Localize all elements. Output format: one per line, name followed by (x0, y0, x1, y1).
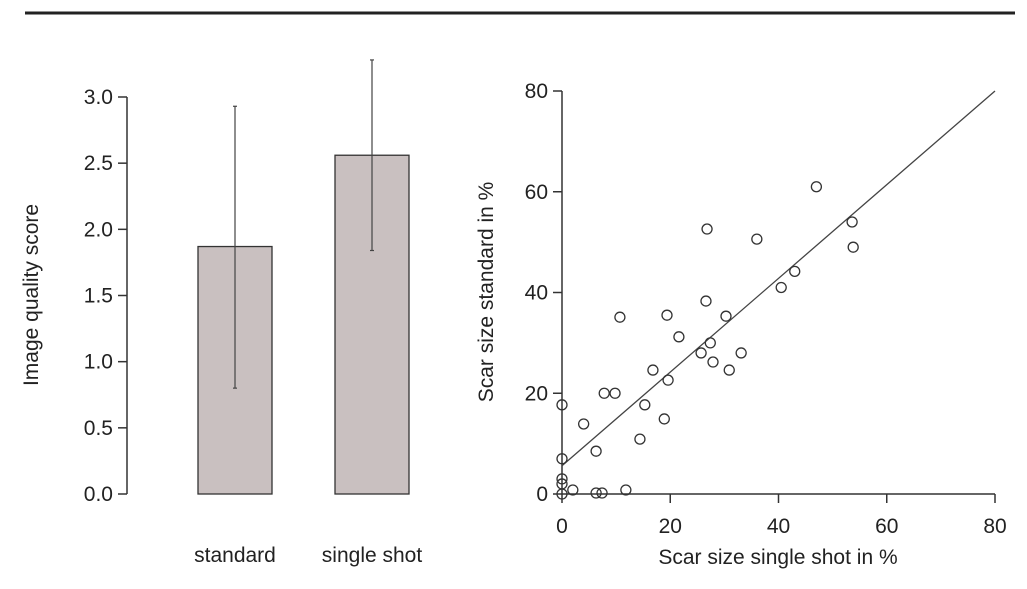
scatter-point (735, 347, 747, 359)
scatter-chart: Scar size single shot in % Scar size sta… (475, 80, 1007, 569)
scatter-point (590, 445, 602, 457)
scatter-point (701, 223, 713, 235)
scatter-y-tick-label: 20 (525, 382, 548, 405)
scatter-point (556, 453, 568, 465)
scatter-point (847, 241, 859, 253)
scatter-x-tick-label: 20 (659, 515, 682, 538)
scatter-y-tick-label: 80 (525, 80, 548, 103)
bar-y-tick-label: 2.5 (84, 152, 113, 175)
scatter-point (661, 309, 673, 321)
scatter-point (720, 310, 732, 322)
scatter-point (658, 413, 670, 425)
scatter-y-tick-label: 40 (525, 282, 548, 305)
scatter-y-tick-label: 60 (525, 181, 548, 204)
scatter-point (810, 181, 823, 193)
scatter-point (751, 233, 763, 245)
scatter-point (704, 337, 716, 349)
scatter-x-tick-label: 60 (875, 515, 898, 538)
scatter-point (639, 399, 651, 411)
bar-y-tick-label: 1.0 (84, 351, 113, 374)
scatter-point (596, 487, 608, 499)
scatter-y-tick-label: 0 (536, 483, 548, 506)
bar-y-tick-label: 3.0 (84, 86, 113, 109)
fit-line (561, 90, 996, 467)
scatter-point (707, 356, 719, 368)
scatter-point (567, 484, 579, 496)
bar-y-tick-label: 0.5 (84, 417, 113, 440)
bar-y-tick-label: 1.5 (84, 285, 113, 308)
scatter-point (590, 487, 602, 499)
scatter-point (556, 488, 568, 500)
scatter-x-tick-label: 40 (767, 515, 790, 538)
scatter-point (598, 387, 610, 399)
scatter-point (556, 399, 568, 411)
scatter-point (620, 484, 632, 496)
bar-y-axis-label: Image quality score (20, 204, 43, 386)
scatter-point (609, 387, 621, 399)
scatter-point (634, 433, 646, 445)
scatter-x-tick-label: 0 (556, 515, 568, 538)
scatter-y-axis-label: Scar size standard in % (475, 182, 498, 403)
bar-category-label: standard (194, 544, 276, 567)
scatter-point (846, 216, 858, 228)
scatter-point (695, 347, 707, 359)
scatter-point (673, 331, 685, 343)
scatter-point (578, 418, 590, 430)
scatter-point (647, 364, 659, 376)
bar-chart: Image quality score 0.0 0.5 1.0 1.5 2.0 2.5 3.… (20, 59, 423, 567)
scatter-x-tick-label: 80 (983, 515, 1006, 538)
bar-category-label: single shot (322, 544, 423, 567)
bar-y-tick-label: 2.0 (84, 218, 113, 241)
scatter-point (556, 473, 568, 485)
scatter-point (789, 265, 801, 277)
scatter-point (775, 281, 787, 294)
scatter-x-axis-label: Scar size single shot in % (658, 546, 897, 569)
scatter-point (662, 374, 674, 386)
scatter-point (614, 311, 626, 323)
scatter-point (700, 295, 712, 307)
bar-y-tick-label: 0.0 (84, 483, 113, 506)
scatter-point (723, 364, 735, 376)
